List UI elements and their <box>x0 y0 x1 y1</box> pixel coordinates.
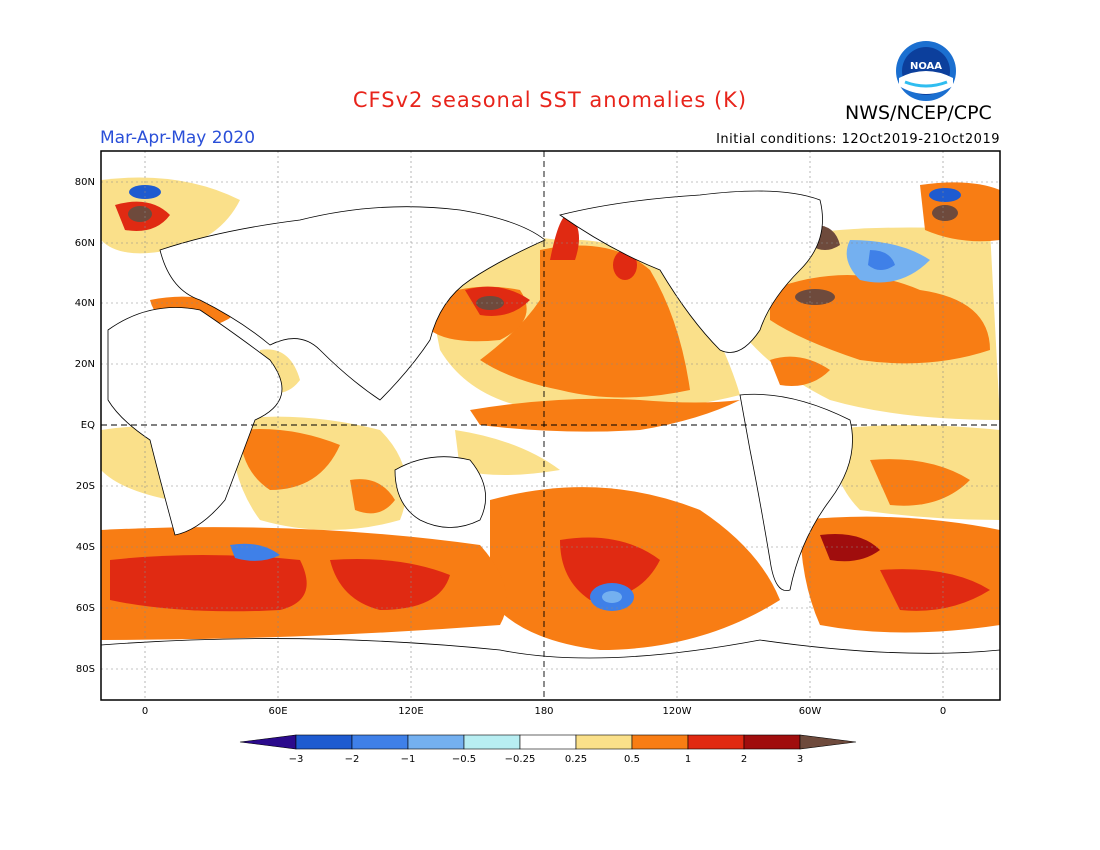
colorbar-segment <box>631 734 689 750</box>
lat-label: 80N <box>75 177 95 188</box>
longitude-labels: 0 60E 120E 180 120W 60W 0 <box>142 706 946 717</box>
noaa-logo-icon: NOAA <box>896 41 956 101</box>
lat-label: 20S <box>76 481 95 492</box>
lon-label: 180 <box>534 706 553 717</box>
lat-label: 20N <box>75 359 95 370</box>
colorbar-segment <box>575 734 633 750</box>
colorbar-label: −3 <box>289 754 304 765</box>
colorbar-label: 0.25 <box>565 754 587 765</box>
map-title: CFSv2 seasonal SST anomalies (K) <box>352 88 748 112</box>
latitude-labels: 80N 60N 40N 20N EQ 20S 40S 60S 80S <box>75 177 95 675</box>
colorbar-segment <box>463 734 521 750</box>
colorbar-segment <box>351 734 409 750</box>
colorbar-label: −0.5 <box>452 754 476 765</box>
season-label: Mar-Apr-May 2020 <box>100 128 256 148</box>
lon-label: 60W <box>799 706 822 717</box>
anomaly-field <box>101 177 1000 650</box>
noaa-logo-text: NOAA <box>910 61 942 72</box>
colorbar-segment <box>687 734 745 750</box>
colorbar-label: −0.25 <box>505 754 536 765</box>
colorbar-segment <box>519 734 577 750</box>
lat-label: EQ <box>81 420 95 431</box>
colorbar-segment <box>743 734 801 750</box>
colorbar-segment <box>295 734 353 750</box>
lat-label: 80S <box>76 664 95 675</box>
colorbar-segment <box>407 734 465 750</box>
initial-conditions-label: Initial conditions: 12Oct2019-21Oct2019 <box>716 132 1000 147</box>
lat-label: 40N <box>75 298 95 309</box>
grid-lines <box>101 151 1000 700</box>
lon-label: 60E <box>268 706 287 717</box>
continent-outlines <box>101 190 1000 700</box>
organization-label: NWS/NCEP/CPC <box>845 102 992 124</box>
map-frame <box>100 150 1001 701</box>
equator-dateline <box>101 151 1000 700</box>
colorbar-segment <box>799 734 857 750</box>
colorbar-label: −2 <box>345 754 360 765</box>
colorbar-label: 3 <box>797 754 803 765</box>
lat-label: 60N <box>75 238 95 249</box>
colorbar-label: −1 <box>401 754 416 765</box>
lat-label: 60S <box>76 603 95 614</box>
colorbar-label: 2 <box>741 754 747 765</box>
colorbar-label: 0.5 <box>624 754 640 765</box>
lon-label: 0 <box>940 706 946 717</box>
lat-label: 40S <box>76 542 95 553</box>
colorbar-segment <box>239 734 297 750</box>
lon-label: 0 <box>142 706 148 717</box>
colorbar-label: 1 <box>685 754 691 765</box>
lon-label: 120E <box>398 706 423 717</box>
colorbar: −3 −2 −1 −0.5 −0.25 0.25 0.5 1 2 3 <box>239 734 857 765</box>
lon-label: 120W <box>663 706 692 717</box>
